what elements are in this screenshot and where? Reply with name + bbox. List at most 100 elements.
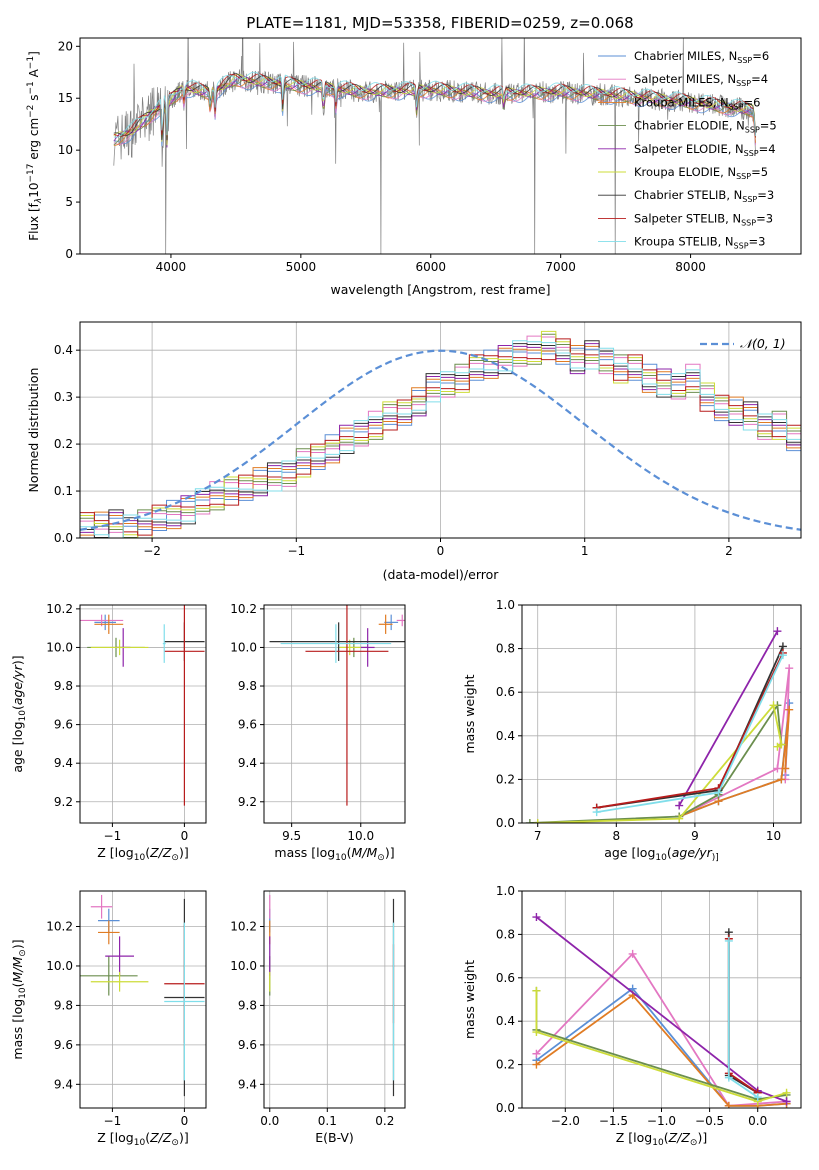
- y-tick-label: 9.4: [54, 756, 73, 770]
- weight-marker: [773, 742, 782, 751]
- label-part: (: [145, 845, 150, 860]
- label-part: =5: [751, 165, 768, 179]
- x-tick-label: 0.0: [260, 1114, 279, 1128]
- label-part: 10: [18, 710, 28, 722]
- y-tick-label: 20: [58, 39, 73, 53]
- label-part: Z [log: [97, 845, 133, 860]
- y-tick-label: 0.0: [496, 816, 515, 830]
- weight-marker: [675, 814, 684, 823]
- y-axis-label: mass weight: [462, 674, 477, 753]
- legend-label-chabrier-stelib: Chabrier STELIB, NSSP=3: [634, 188, 774, 204]
- label-part: )]: [179, 1130, 189, 1145]
- legend-label-chabrier-elodie: Chabrier ELODIE, NSSP=5: [634, 119, 777, 135]
- legend-label-salpeter-elodie: Salpeter ELODIE, NSSP=4: [634, 142, 776, 158]
- y-tick-label: 9.2: [238, 795, 257, 809]
- legend-label-kroupa-miles: Kroupa MILES, NSSP=6: [634, 95, 760, 111]
- x-tick-label: 8: [612, 829, 620, 843]
- plot-area-age-vs-mass: [264, 605, 405, 823]
- label-part: ]: [27, 51, 41, 56]
- x-axis-label: age [log10(age/yr)]: [604, 845, 719, 863]
- figure-title: PLATE=1181, MJD=53358, FIBERID=0259, z=0…: [246, 14, 633, 32]
- panel-age-vs-metallicity: −1 09.29.49.69.810.010.2Z [log10(Z/Z⊙)]ag…: [10, 602, 207, 863]
- legend-label-kroupa-stelib: Kroupa STELIB, NSSP=3: [634, 235, 765, 251]
- x-axis-label: (data-model)/error: [383, 567, 500, 582]
- label-part: ⊙: [171, 853, 179, 863]
- errorbar-point-chabrier-miles: [94, 614, 116, 631]
- weight-series-salpeter-elodie: [675, 627, 782, 810]
- weight-series-kroupa-stelib: [724, 936, 762, 1102]
- label-part: Salpeter MILES, N: [634, 72, 736, 86]
- weight-marker: [769, 701, 778, 710]
- y-tick-label: 5: [65, 195, 73, 209]
- label-part: Z [log: [97, 1130, 133, 1145]
- label-part: Salpeter ELODIE, N: [634, 142, 744, 156]
- weight-marker: [532, 1028, 541, 1037]
- axes-frame: [79, 890, 207, 1109]
- label-part: Kroupa MILES, N: [634, 95, 729, 109]
- weight-series-kroupa-stelib: [592, 651, 787, 817]
- x-tick-label: 4000: [156, 260, 187, 274]
- y-tick-label: 10.0: [230, 640, 257, 654]
- weight-series-salpeter-stelib: [724, 934, 762, 1097]
- y-tick-label: 1.0: [496, 884, 515, 898]
- label-part: Kroupa ELODIE, N: [634, 165, 736, 179]
- label-part: =3: [756, 211, 773, 225]
- y-axis-label: mass weight: [462, 960, 477, 1039]
- errorbar-point-salpeter-miles: [90, 894, 113, 919]
- label-part: Z [log: [616, 1130, 652, 1145]
- spectrum-model-line-salpeter-stelib: [113, 73, 756, 138]
- y-tick-label: 0.4: [496, 1014, 515, 1028]
- x-tick-label: −1: [104, 1114, 122, 1128]
- errorbar-point-kroupa-miles: [94, 614, 124, 634]
- label-part: M/M: [352, 845, 378, 860]
- label-part: age [log: [10, 721, 25, 772]
- label-part: SSP: [741, 218, 756, 227]
- x-tick-label: −2.0: [551, 1114, 580, 1128]
- y-tick-label: 0.6: [496, 685, 515, 699]
- x-tick-label: 0: [181, 1114, 189, 1128]
- label-part: )]: [10, 939, 25, 949]
- label-part: ⊙: [18, 949, 28, 957]
- errorbar-point-salpeter-miles: [396, 614, 405, 627]
- y-tick-label: 10.2: [230, 602, 257, 616]
- label-part: s: [27, 95, 41, 105]
- weight-marker: [532, 913, 541, 922]
- weight-marker: [782, 1088, 791, 1097]
- weight-marker: [533, 819, 542, 823]
- label-part: ⊙: [377, 853, 385, 863]
- x-tick-label: −1: [104, 829, 122, 843]
- y-tick-label: 0.8: [496, 927, 515, 941]
- axes-frame: [79, 37, 802, 255]
- label-part: =6: [752, 49, 769, 63]
- label-part: =4: [759, 142, 776, 156]
- label-part: SSP: [745, 126, 760, 135]
- weight-marker: [714, 788, 723, 797]
- x-tick-label: −2: [143, 544, 161, 558]
- label-part: 10: [134, 1138, 146, 1148]
- label-part: )]: [10, 655, 25, 665]
- y-tick-label: 1.0: [496, 598, 515, 612]
- y-axis-label: Normed distribution: [26, 368, 41, 493]
- legend-label-salpeter-miles: Salpeter MILES, NSSP=4: [634, 72, 768, 88]
- y-tick-label: 0.2: [496, 1058, 515, 1072]
- x-tick-label: −1.5: [599, 1114, 628, 1128]
- label-part: age/yr: [10, 664, 25, 705]
- spectrum-model-line-kroupa-miles: [113, 79, 756, 146]
- errorbar-point-kroupa-elodie: [90, 639, 149, 656]
- weight-marker: [781, 764, 790, 773]
- y-tick-label: 9.2: [54, 795, 73, 809]
- weight-marker: [532, 1060, 541, 1069]
- weight-line: [529, 702, 783, 823]
- y-tick-label: 0.0: [54, 531, 73, 545]
- y-axis-label: age [log10(age/yr)]: [10, 655, 28, 772]
- weight-line: [727, 938, 759, 1094]
- spectrum-model-line-kroupa-stelib: [113, 71, 756, 138]
- panel-age-vs-mass: 9.5 10.0 9.2 9.4 9.6 9.8 10.0 10.2 mass [log10(M…: [230, 602, 406, 863]
- axes-decoration-age-vs-mass: 9.5 10.0 9.2 9.4 9.6 9.8 10.0 10.2 mass [log10(M…: [230, 602, 406, 863]
- weight-series-chabrier-elodie: [525, 701, 786, 823]
- label-part: Chabrier ELODIE, N: [634, 119, 745, 133]
- axes-frame: [79, 604, 207, 824]
- weight-marker: [724, 936, 733, 945]
- x-tick-label: 1: [581, 544, 589, 558]
- legend-label-normal: 𝒩(0, 1): [740, 336, 786, 351]
